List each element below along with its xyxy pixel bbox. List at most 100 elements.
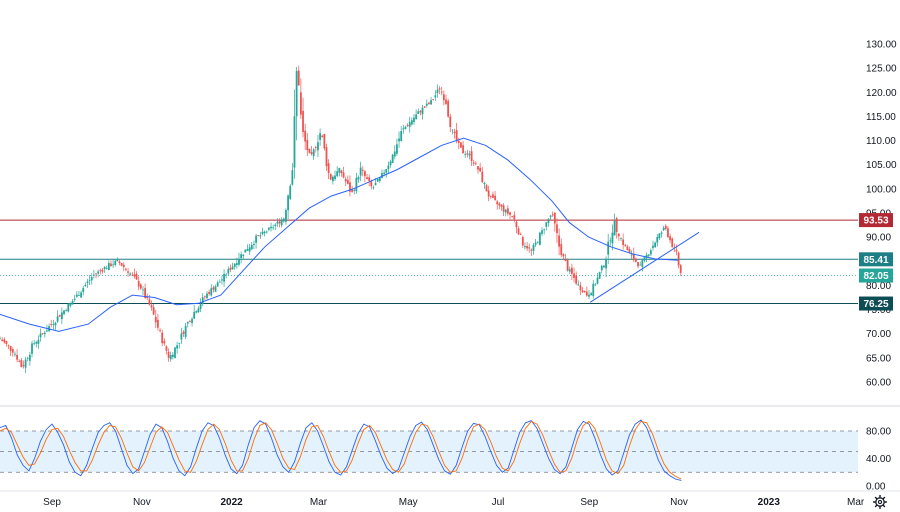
candle [216,280,219,287]
candle [511,215,514,218]
candle [632,247,635,263]
candle [404,125,407,130]
candle [620,237,622,242]
candle [302,97,304,138]
oscillator-tick-label: 80.00 [866,427,891,438]
candle [485,183,488,192]
candle [161,329,164,347]
candle [594,282,597,286]
candle [440,86,443,96]
candle [652,240,654,251]
moving-average-line[interactable] [0,137,679,332]
candle [630,250,633,259]
candle [92,269,95,279]
candle [368,174,371,187]
candle [671,237,674,248]
candle [506,205,509,216]
candle [376,178,379,183]
candle [568,266,571,275]
candle [218,279,221,283]
candle [494,190,496,201]
candle [408,116,411,133]
candle [605,256,607,277]
candle [504,208,507,217]
candle [613,213,616,236]
candle [389,159,392,168]
x-tick-label: Jul [492,497,505,508]
y-tick-label: 65.00 [866,353,891,364]
candle [250,242,253,250]
y-tick-label: 125.00 [866,64,897,75]
rising-trendline[interactable] [589,231,700,303]
x-tick-label: Mar [310,497,328,508]
candle [14,351,16,357]
candle [498,202,501,210]
gear-icon[interactable] [872,494,888,510]
y-tick-label: 100.00 [866,184,897,195]
candle [267,227,270,232]
candle [325,143,328,171]
candle [338,167,341,177]
candle [526,241,528,251]
candle [176,341,179,354]
x-tick-label: Mar [847,497,865,508]
candle [387,161,390,174]
candle [265,230,268,234]
candle [178,342,181,349]
candle [558,228,560,256]
candle [643,257,646,263]
candle [321,134,324,138]
candle [129,272,132,277]
candle [97,269,100,278]
price-tags: 93.53 85.41 76.25 82.05 [859,213,893,311]
candle [139,282,142,291]
stochastic-band [0,430,858,473]
candle [287,194,289,220]
candle [445,94,447,106]
candle [312,147,315,160]
candle [530,248,533,257]
candle [122,262,125,272]
candle [483,181,486,190]
candle [598,271,601,279]
candle [127,267,129,277]
candle [364,169,366,183]
candle [11,347,14,357]
candle [197,306,200,313]
candle [16,349,18,363]
candle [163,338,166,347]
candle [261,227,264,236]
candle [110,260,112,268]
candle [502,203,505,216]
candle [1,337,4,342]
candle [0,336,1,340]
candle [451,129,454,135]
candle [278,218,281,228]
candle [171,352,174,360]
candle [221,275,223,285]
candle [257,235,260,237]
candle [355,172,358,194]
candle [624,243,627,247]
candle [289,183,292,201]
candle [203,295,206,301]
candle [182,330,185,337]
x-tick-label: 2022 [220,497,243,508]
stochastic-lines [0,419,682,481]
candle [78,290,80,296]
candle [195,310,198,314]
candle [588,289,590,300]
candle [105,265,108,270]
candle [573,267,575,283]
candle [37,335,40,349]
candle [385,168,388,178]
candle [654,241,657,248]
y-tick-label: 115.00 [866,112,896,123]
candle [521,235,524,249]
candle [524,242,526,250]
candle [566,258,569,272]
candle [240,251,243,264]
candle [562,253,565,261]
